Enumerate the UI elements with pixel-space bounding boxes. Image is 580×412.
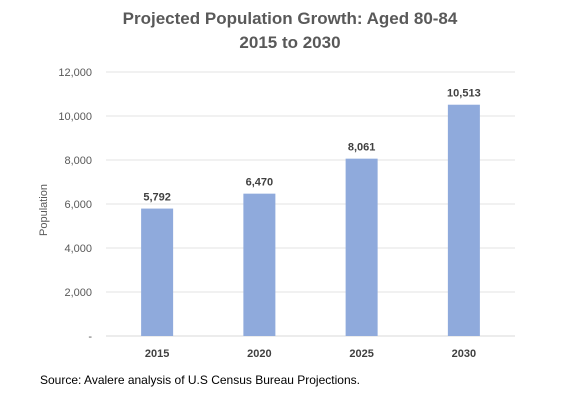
y-tick-label: 10,000	[58, 111, 92, 123]
data-labels: 5,792 6,470 8,061 10,513	[143, 88, 480, 204]
data-label: 8,061	[348, 142, 376, 154]
bar	[345, 158, 378, 336]
y-tick-label: 8,000	[64, 155, 92, 167]
chart-title-line-1: Projected Population Growth: Aged 80-84	[122, 9, 458, 28]
bar	[141, 208, 174, 336]
y-tick-label: 4,000	[64, 243, 92, 255]
x-axis-ticks: 2015 2020 2025 2030	[145, 348, 476, 360]
data-label: 5,792	[143, 192, 171, 204]
x-tick-label: 2015	[145, 348, 169, 360]
bar	[243, 193, 276, 336]
data-label: 10,513	[447, 88, 481, 100]
bars	[141, 104, 480, 337]
x-tick-label: 2030	[452, 348, 476, 360]
y-tick-label: -	[88, 331, 92, 343]
y-tick-label: 6,000	[64, 199, 92, 211]
source-note: Source: Avalere analysis of U.S Census B…	[40, 373, 360, 387]
y-axis-label: Population	[38, 184, 50, 236]
x-tick-label: 2020	[247, 348, 271, 360]
gridlines	[106, 71, 515, 337]
y-tick-label: 12,000	[58, 67, 92, 79]
y-tick-label: 2,000	[64, 287, 92, 299]
chart-title-line-2: 2015 to 2030	[239, 33, 341, 52]
y-axis-ticks: - 2,000 4,000 6,000 8,000 10,000 12,000	[58, 67, 92, 343]
bar	[447, 104, 480, 337]
data-label: 6,470	[246, 177, 274, 189]
x-tick-label: 2025	[349, 348, 373, 360]
